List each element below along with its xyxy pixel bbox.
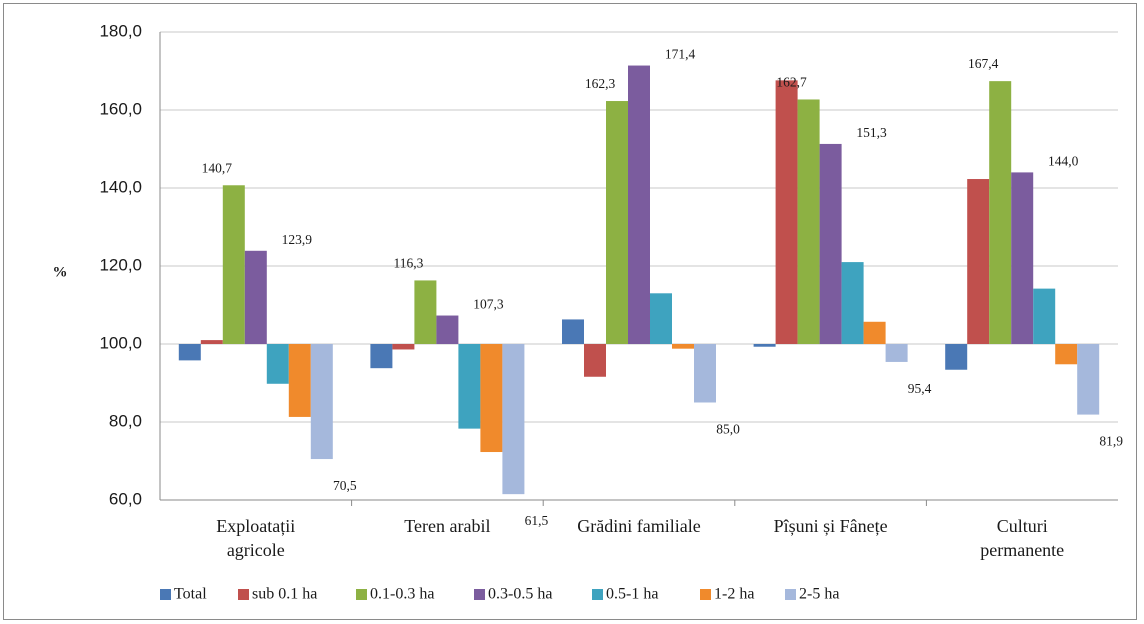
bar: [502, 344, 525, 495]
bar: [989, 81, 1012, 344]
legend-label: 0.5-1 ha: [606, 586, 658, 603]
bar: [694, 344, 716, 403]
bar: [562, 319, 584, 344]
legend-swatch: [238, 589, 249, 600]
y-tick-label: 100,0: [99, 333, 142, 352]
data-label: 116,3: [393, 256, 423, 271]
bar: [392, 344, 415, 350]
data-labels: 140,7 123,9 70,5 116,3 107,3 61,5 162,3 171,4 85…: [202, 47, 1124, 529]
bar: [584, 344, 606, 377]
bar: [841, 262, 864, 344]
bar: [819, 143, 842, 344]
x-axis-categories: Exploatații agricole Teren arabil Grădini f…: [216, 516, 1064, 560]
legend-label: 0.1-0.3 ha: [370, 586, 434, 603]
data-label: 140,7: [202, 160, 233, 175]
chart-frame: [3, 3, 1137, 620]
bar: [244, 250, 267, 344]
legend-swatch: [356, 589, 367, 600]
y-tick-label: 60,0: [109, 489, 142, 508]
bar: [650, 293, 672, 344]
data-label: 95,4: [908, 381, 932, 396]
bar: [480, 344, 503, 453]
category-label: agricole: [227, 540, 285, 560]
category-label: Pîșuni și Fânețe: [774, 516, 888, 536]
category-label: Teren arabil: [404, 516, 490, 536]
y-tick-label: 180,0: [99, 21, 142, 40]
bar: [222, 185, 245, 344]
bar: [967, 179, 990, 344]
data-label: 70,5: [333, 478, 357, 493]
legend-label: 0.3-0.5 ha: [488, 586, 552, 603]
data-label: 167,4: [968, 56, 999, 71]
bar: [885, 344, 908, 362]
bars: [178, 65, 1100, 495]
legend-label: Total: [174, 586, 207, 603]
legend-swatch: [700, 589, 711, 600]
y-tick-label: 140,0: [99, 177, 142, 196]
bar: [945, 344, 968, 370]
data-label: 85,0: [716, 422, 740, 437]
data-label: 144,0: [1048, 153, 1079, 168]
bar: [606, 101, 628, 344]
data-label: 123,9: [282, 232, 313, 247]
bar: [797, 99, 820, 344]
y-axis-label: %: [53, 264, 68, 280]
bar: [178, 344, 201, 361]
axes: [159, 32, 1118, 506]
bar: [1011, 172, 1034, 344]
bar: [288, 344, 311, 417]
legend-swatch: [592, 589, 603, 600]
legend-swatch: [474, 589, 485, 600]
legend-label: 1-2 ha: [714, 586, 754, 603]
bar: [414, 280, 437, 344]
category-label: Culturi: [997, 516, 1048, 536]
legend: Total sub 0.1 ha 0.1-0.3 ha 0.3-0.5 ha 0.5-1…: [160, 586, 839, 603]
bar: [753, 344, 776, 347]
category-label: Grădini familiale: [577, 516, 700, 536]
bar: [775, 80, 798, 345]
data-label: 61,5: [525, 513, 549, 528]
bar: [310, 344, 333, 460]
bar: [1055, 344, 1078, 365]
y-tick-label: 160,0: [99, 99, 142, 118]
legend-label: 2-5 ha: [799, 586, 839, 603]
bar: [1077, 344, 1100, 415]
data-label: 107,3: [473, 297, 504, 312]
legend-swatch: [160, 589, 171, 600]
bar: [200, 340, 223, 344]
bar: [436, 315, 459, 344]
category-label: permanente: [980, 540, 1064, 560]
bar: [863, 321, 886, 344]
data-label: 162,7: [776, 75, 807, 90]
y-tick-label: 120,0: [99, 255, 142, 274]
data-label: 171,4: [665, 47, 696, 62]
bar: [628, 65, 650, 344]
bar: [1033, 288, 1056, 344]
data-label: 151,3: [856, 125, 887, 140]
data-label: 81,9: [1099, 434, 1123, 449]
y-axis-ticks: 60,0 80,0 100,0 120,0 140,0 160,0 180,0: [99, 21, 142, 508]
data-label: 162,3: [585, 76, 616, 91]
bar: [370, 344, 393, 369]
legend-label: sub 0.1 ha: [252, 586, 317, 603]
y-tick-label: 80,0: [109, 411, 142, 430]
bar: [266, 344, 289, 384]
bar: [458, 344, 481, 429]
legend-swatch: [785, 589, 796, 600]
category-label: Exploatații: [216, 516, 295, 536]
bar: [672, 344, 694, 349]
